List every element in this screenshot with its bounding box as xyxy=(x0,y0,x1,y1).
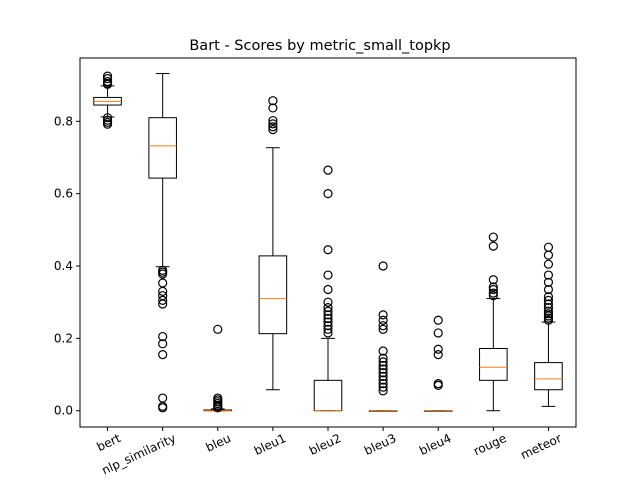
flier-point xyxy=(213,324,223,334)
flier-point xyxy=(268,122,278,132)
y-tick-label: 0.2 xyxy=(54,331,73,345)
flier-point xyxy=(323,313,333,324)
flier-point xyxy=(323,245,333,255)
box xyxy=(258,255,288,335)
flier-point xyxy=(323,324,333,334)
flier-point xyxy=(213,403,223,413)
x-tick-label: bleu1 xyxy=(252,431,288,458)
flier-point xyxy=(488,232,498,242)
flier-point xyxy=(323,284,333,295)
flier-point xyxy=(543,306,554,316)
x-tick-label: rouge xyxy=(471,431,508,458)
flier-point xyxy=(543,259,554,269)
box xyxy=(148,117,177,179)
flier-point xyxy=(378,360,388,371)
flier-point xyxy=(543,315,554,325)
flier-point xyxy=(378,368,388,378)
flier-point xyxy=(323,321,333,331)
flier-point xyxy=(543,270,554,280)
flier-point xyxy=(323,297,333,307)
flier-point xyxy=(378,353,388,363)
flier-point xyxy=(158,403,168,413)
x-tick-label: bert xyxy=(95,431,124,454)
flier-point xyxy=(323,303,333,313)
box xyxy=(479,347,508,381)
flier-point xyxy=(543,284,554,295)
flier-point xyxy=(158,339,168,349)
flier-point xyxy=(378,382,388,392)
flier-point xyxy=(268,125,278,135)
box xyxy=(313,379,343,412)
flier-point xyxy=(323,165,333,175)
flier-point xyxy=(378,324,388,334)
flier-point xyxy=(378,386,388,396)
flier-point xyxy=(158,286,168,296)
flier-point xyxy=(158,350,168,360)
box xyxy=(534,362,563,391)
flier-point xyxy=(433,344,443,354)
flier-point xyxy=(543,277,554,287)
flier-point xyxy=(378,261,388,271)
flier-point xyxy=(433,378,443,389)
flier-point xyxy=(488,291,498,301)
flier-point xyxy=(323,270,333,280)
flier-point xyxy=(433,328,443,338)
x-tick-label: bleu3 xyxy=(362,431,398,458)
flier-point xyxy=(488,288,498,298)
x-tick-label: bleu4 xyxy=(417,431,453,458)
flier-point xyxy=(543,250,554,260)
flier-point xyxy=(323,189,333,199)
flier-point xyxy=(378,378,388,389)
flier-point xyxy=(543,292,554,302)
flier-point xyxy=(378,310,388,320)
y-tick-label: 0.0 xyxy=(54,404,73,418)
flier-point xyxy=(378,357,388,367)
flier-point xyxy=(323,306,333,316)
flier-point xyxy=(102,74,113,84)
flier-point xyxy=(268,96,278,106)
y-tick-label: 0.8 xyxy=(54,114,73,128)
chart-title: Bart - Scores by metric_small_topkp xyxy=(189,38,450,54)
flier-point xyxy=(378,315,388,325)
flier-point xyxy=(433,315,443,325)
flier-point xyxy=(543,242,554,252)
flier-point xyxy=(488,275,498,285)
flier-point xyxy=(268,119,278,129)
flier-point xyxy=(158,299,168,309)
flier-point xyxy=(323,328,333,338)
flier-point xyxy=(158,295,168,305)
flier-point xyxy=(158,269,168,279)
flier-point xyxy=(323,310,333,320)
flier-point xyxy=(268,115,278,126)
flier-point xyxy=(433,380,443,390)
flier-point xyxy=(158,331,168,342)
flier-point xyxy=(378,375,388,385)
flier-point xyxy=(488,241,498,251)
x-tick-label: bleu xyxy=(204,431,233,455)
flier-point xyxy=(158,267,168,277)
flier-point xyxy=(102,79,113,90)
x-tick-label: meteor xyxy=(518,431,563,462)
flier-point xyxy=(102,113,113,123)
flier-point xyxy=(378,371,388,381)
y-tick-label: 0.6 xyxy=(54,187,73,201)
flier-point xyxy=(158,393,168,403)
flier-point xyxy=(378,364,388,374)
flier-point xyxy=(323,317,333,327)
flier-point xyxy=(543,299,554,309)
flier-point xyxy=(488,282,498,292)
flier-point xyxy=(268,103,278,113)
flier-point xyxy=(158,278,168,288)
flier-point xyxy=(378,321,388,331)
flier-point xyxy=(102,119,113,129)
x-tick-label: bleu2 xyxy=(307,431,343,458)
flier-point xyxy=(433,350,443,360)
flier-point xyxy=(378,346,388,356)
y-tick-label: 0.4 xyxy=(54,259,73,273)
flier-point xyxy=(488,284,498,295)
flier-point xyxy=(543,295,554,305)
